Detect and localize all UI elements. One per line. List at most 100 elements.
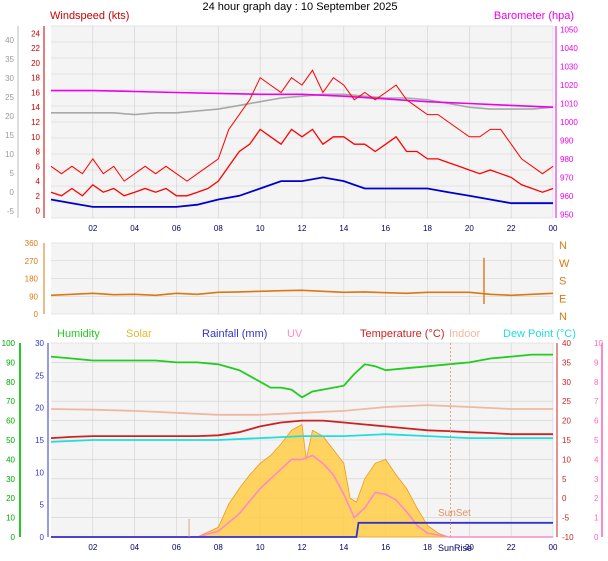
wind-line <box>50 128 554 197</box>
temp-tick-10: 10 <box>562 455 571 464</box>
temperature-axis: 40 35 30 25 20 15 10 5 0 -5 -10 <box>556 339 574 542</box>
outer-tick-30: 30 <box>5 74 14 83</box>
uv-tick-7: 7 <box>594 397 599 406</box>
outer-tick--5: -5 <box>7 207 15 216</box>
wind-x-tick-16: 16 <box>381 224 390 233</box>
outer-tick-35: 35 <box>5 55 14 64</box>
legend-temperature: Temperature (°C) <box>360 328 444 340</box>
outer-tick-20: 20 <box>5 112 14 121</box>
dir-tick-270: 270 <box>25 257 39 266</box>
avg-wind-line <box>50 176 553 208</box>
compass-tick-W-1: W <box>559 258 570 270</box>
wind-x-tick-06: 06 <box>172 224 181 233</box>
wind-tick-8: 8 <box>36 148 41 157</box>
uv-tick-8: 8 <box>594 378 599 387</box>
uv-tick-0: 0 <box>594 533 599 542</box>
wind-tick-22: 22 <box>31 44 40 53</box>
legend-rainfall: Rainfall (mm) <box>202 328 267 340</box>
legend-humidity: Humidity <box>57 328 100 340</box>
wind-panel: Windspeed (kts) Barometer (hpa) 40353025… <box>5 10 578 233</box>
humidity-tick-90: 90 <box>6 358 15 367</box>
comb-x-tick-06: 06 <box>172 543 181 552</box>
comb-x-tick-22: 22 <box>507 543 516 552</box>
comb-x-tick-00: 00 <box>549 543 558 552</box>
temp-tick-20: 20 <box>562 417 571 426</box>
baro-tick-950: 950 <box>560 210 574 219</box>
compass-tick-N-4: N <box>559 311 567 323</box>
solar-area <box>51 423 553 538</box>
temp-tick-40: 40 <box>562 339 571 348</box>
uv-tick-2: 2 <box>594 494 599 503</box>
outer-tick-25: 25 <box>5 93 14 102</box>
temp-tick-15: 15 <box>562 436 571 445</box>
uv-tick-9: 9 <box>594 358 599 367</box>
comb-x-tick-04: 04 <box>130 543 139 552</box>
baro-tick-1000: 1000 <box>560 118 578 127</box>
humidity-tick-80: 80 <box>6 378 15 387</box>
temp-tick-5: 5 <box>562 475 567 484</box>
temp-tick-30: 30 <box>562 378 571 387</box>
outer-tick-10: 10 <box>5 150 14 159</box>
wind-tick-6: 6 <box>36 162 41 171</box>
compass-tick-E-3: E <box>559 293 566 305</box>
outer-tick-15: 15 <box>5 131 14 140</box>
wind-tick-2: 2 <box>36 192 41 201</box>
sunrise-label: SunRise <box>438 543 472 553</box>
uv-tick-3: 3 <box>594 475 599 484</box>
rain-tick-10: 10 <box>35 468 44 477</box>
uv-tick-4: 4 <box>594 455 599 464</box>
baro-tick-960: 960 <box>560 192 574 201</box>
wind-x-tick-02: 02 <box>88 224 97 233</box>
humidity-tick-40: 40 <box>6 455 15 464</box>
wind-tick-0: 0 <box>36 207 41 216</box>
humidity-tick-10: 10 <box>6 514 15 523</box>
wind-tick-16: 16 <box>31 88 40 97</box>
dir-tick-0: 0 <box>34 310 39 319</box>
dir-tick-360: 360 <box>25 239 39 248</box>
rain-line <box>51 521 553 538</box>
humidity-tick-50: 50 <box>6 436 15 445</box>
temp-tick--5: -5 <box>562 514 570 523</box>
combined-panel: Humidity Solar Rainfall (mm) UV Temperat… <box>2 328 604 553</box>
wind-x-tick-14: 14 <box>339 224 348 233</box>
temp-tick-25: 25 <box>562 397 571 406</box>
uv-tick-10: 10 <box>594 339 603 348</box>
legend-dewpoint: Dew Point (°C) <box>503 328 576 340</box>
wind-series <box>50 69 554 208</box>
humidity-tick-20: 20 <box>6 494 15 503</box>
wind-tick-14: 14 <box>31 103 40 112</box>
legend-indoor: Indoor <box>449 328 481 340</box>
wind-tick-4: 4 <box>36 177 41 186</box>
rain-tick-0: 0 <box>40 533 45 542</box>
outer-tick-5: 5 <box>10 169 15 178</box>
wind-tick-20: 20 <box>31 59 40 68</box>
uv-line <box>51 454 553 538</box>
humidity-tick-70: 70 <box>6 397 15 406</box>
dir-tick-180: 180 <box>25 275 39 284</box>
rain-tick-30: 30 <box>35 339 44 348</box>
wind-x-tick-10: 10 <box>256 224 265 233</box>
wind-x-tick-04: 04 <box>130 224 139 233</box>
temp-tick--10: -10 <box>562 533 574 542</box>
page-title: 24 hour graph day : 10 September 2025 <box>202 1 397 13</box>
combined-x-axis: 02 04 06 08 10 12 14 16 18 20 22 00 <box>88 543 558 552</box>
temp-tick-35: 35 <box>562 358 571 367</box>
wind-x-tick-22: 22 <box>507 224 516 233</box>
baro-tick-1030: 1030 <box>560 63 578 72</box>
baro-tick-970: 970 <box>560 173 574 182</box>
baro-tick-1040: 1040 <box>560 44 578 53</box>
direction-grid <box>51 242 554 315</box>
direction-degree-axis: 360 270 180 90 0 <box>25 239 45 319</box>
wind-grid <box>51 25 554 219</box>
barometer-line <box>51 89 554 108</box>
outer-tick-0: 0 <box>10 188 15 197</box>
rain-tick-15: 15 <box>35 436 44 445</box>
baro-tick-1010: 1010 <box>560 100 578 109</box>
legend-uv: UV <box>287 328 303 340</box>
humidity-tick-30: 30 <box>6 475 15 484</box>
dir-tick-90: 90 <box>29 292 38 301</box>
